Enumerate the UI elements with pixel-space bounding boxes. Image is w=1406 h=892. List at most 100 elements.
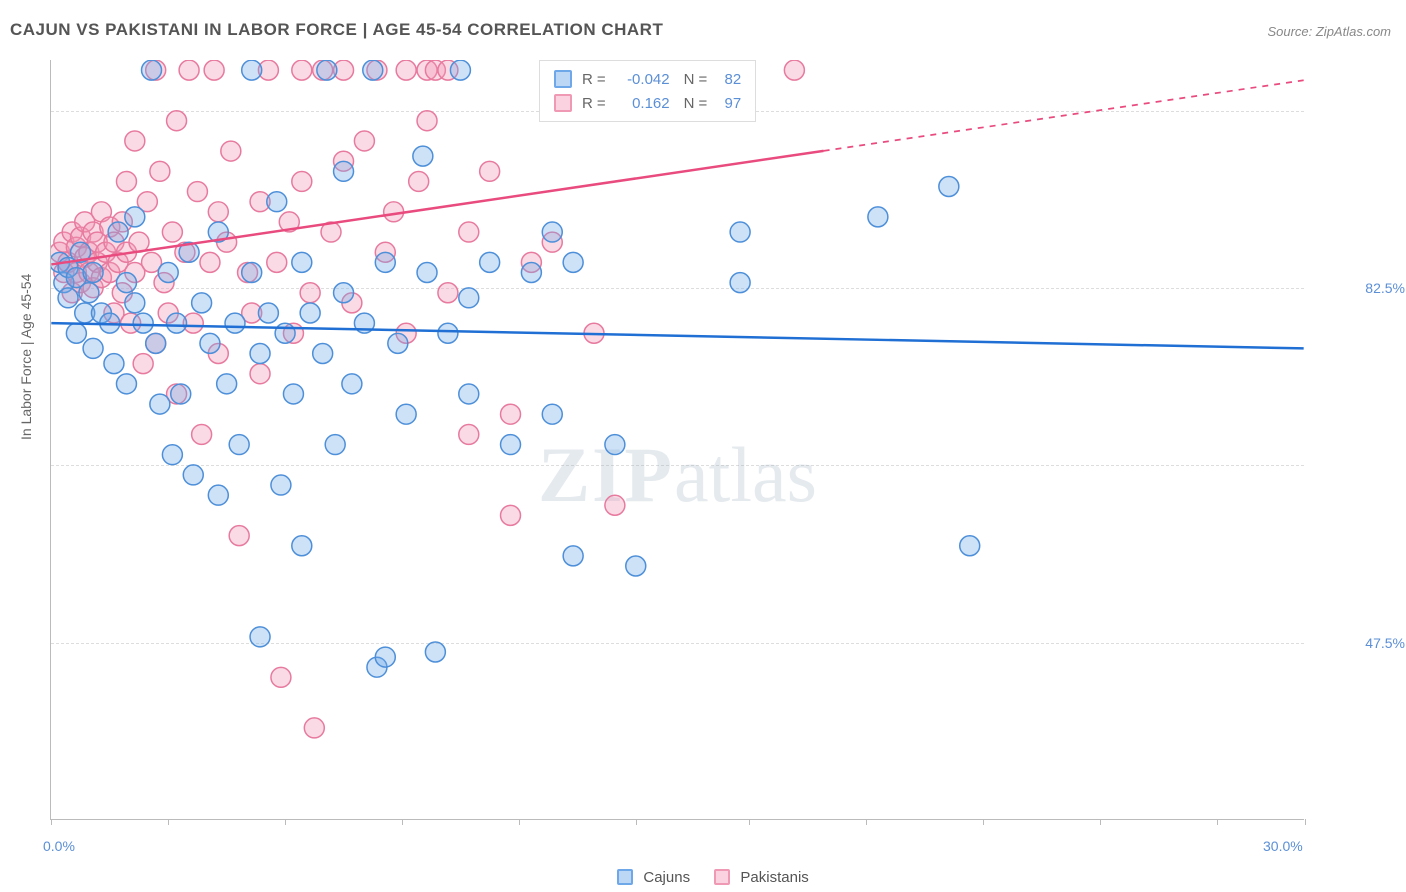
scatter-point-cajuns [125,293,145,313]
n-label-2: N [684,95,695,112]
x-tick-mark [51,819,52,825]
scatter-point-cajuns [334,283,354,303]
scatter-point-cajuns [300,303,320,323]
plot-area: ZIPatlas R = -0.042 N = 82 R = 0.162 N =… [50,60,1304,820]
scatter-point-cajuns [283,384,303,404]
x-tick-mark [1305,819,1306,825]
x-tick-label: 0.0% [43,838,75,854]
scatter-point-cajuns [563,252,583,272]
legend-row-pakistanis: R = 0.162 N = 97 [554,91,741,115]
scatter-point-cajuns [83,338,103,358]
scatter-point-cajuns [116,374,136,394]
scatter-point-cajuns [171,384,191,404]
scatter-point-cajuns [104,354,124,374]
y-tick-label: 47.5% [1315,635,1405,651]
chart-title: CAJUN VS PAKISTANI IN LABOR FORCE | AGE … [10,20,663,40]
legend-bottom: Cajuns Pakistanis [0,869,1406,886]
scatter-point-cajuns [271,475,291,495]
scatter-point-cajuns [450,60,470,80]
scatter-point-pakistanis [125,131,145,151]
scatter-point-pakistanis [221,141,241,161]
scatter-point-cajuns [563,546,583,566]
eq-sign-3: = [597,95,606,112]
scatter-point-cajuns [167,313,187,333]
source-attribution: Source: ZipAtlas.com [1267,24,1391,39]
scatter-point-pakistanis [208,202,228,222]
scatter-point-cajuns [150,394,170,414]
scatter-point-pakistanis [179,60,199,80]
scatter-point-cajuns [375,647,395,667]
scatter-point-pakistanis [192,424,212,444]
scatter-point-pakistanis [459,222,479,242]
scatter-point-cajuns [162,445,182,465]
scatter-point-pakistanis [162,222,182,242]
r-label-2: R [582,95,593,112]
scatter-point-cajuns [250,627,270,647]
scatter-point-pakistanis [304,718,324,738]
scatter-point-cajuns [146,333,166,353]
scatter-point-pakistanis [438,283,458,303]
scatter-point-pakistanis [396,60,416,80]
y-tick-label: 82.5% [1315,280,1405,296]
scatter-point-cajuns [200,333,220,353]
scatter-point-cajuns [275,323,295,343]
scatter-point-cajuns [83,263,103,283]
scatter-point-cajuns [730,273,750,293]
scatter-point-cajuns [960,536,980,556]
scatter-point-cajuns [730,222,750,242]
x-tick-mark [866,819,867,825]
x-tick-mark [749,819,750,825]
x-tick-mark [168,819,169,825]
scatter-point-cajuns [334,161,354,181]
scatter-point-cajuns [388,333,408,353]
scatter-point-cajuns [225,313,245,333]
x-tick-mark [519,819,520,825]
scatter-point-pakistanis [116,171,136,191]
scatter-point-cajuns [217,374,237,394]
scatter-point-cajuns [317,60,337,80]
scatter-point-cajuns [342,374,362,394]
n-label: N [684,71,695,88]
y-axis-label: In Labor Force | Age 45-54 [18,274,34,440]
scatter-point-cajuns [108,222,128,242]
scatter-point-pakistanis [292,60,312,80]
legend-row-cajuns: R = -0.042 N = 82 [554,67,741,91]
r-value-pakistanis: 0.162 [610,95,670,112]
scatter-point-cajuns [133,313,153,333]
scatter-point-cajuns [142,60,162,80]
n-value-cajuns: 82 [711,71,741,88]
legend-bottom-swatch-cajuns [617,869,633,885]
eq-sign-2: = [698,71,707,88]
plot-svg [51,60,1304,819]
scatter-point-pakistanis [300,283,320,303]
scatter-point-pakistanis [459,424,479,444]
scatter-point-cajuns [459,288,479,308]
scatter-point-pakistanis [605,495,625,515]
trend-line-cajuns [51,323,1303,348]
scatter-point-pakistanis [200,252,220,272]
n-value-pakistanis: 97 [711,95,741,112]
scatter-point-cajuns [58,288,78,308]
scatter-point-cajuns [183,465,203,485]
scatter-point-pakistanis [167,111,187,131]
trend-line-dashed-pakistanis [824,80,1304,151]
scatter-point-cajuns [438,323,458,343]
scatter-point-pakistanis [480,161,500,181]
scatter-point-pakistanis [250,364,270,384]
scatter-point-cajuns [413,146,433,166]
correlation-legend-box: R = -0.042 N = 82 R = 0.162 N = 97 [539,60,756,122]
r-label: R [582,71,593,88]
x-tick-mark [1217,819,1218,825]
x-tick-mark [636,819,637,825]
scatter-point-cajuns [66,323,86,343]
scatter-point-cajuns [939,177,959,197]
x-tick-mark [402,819,403,825]
scatter-point-pakistanis [417,111,437,131]
scatter-point-cajuns [605,435,625,455]
scatter-point-cajuns [480,252,500,272]
scatter-point-cajuns [868,207,888,227]
scatter-point-cajuns [242,263,262,283]
scatter-point-cajuns [313,343,333,363]
scatter-point-cajuns [542,222,562,242]
eq-sign-4: = [698,95,707,112]
